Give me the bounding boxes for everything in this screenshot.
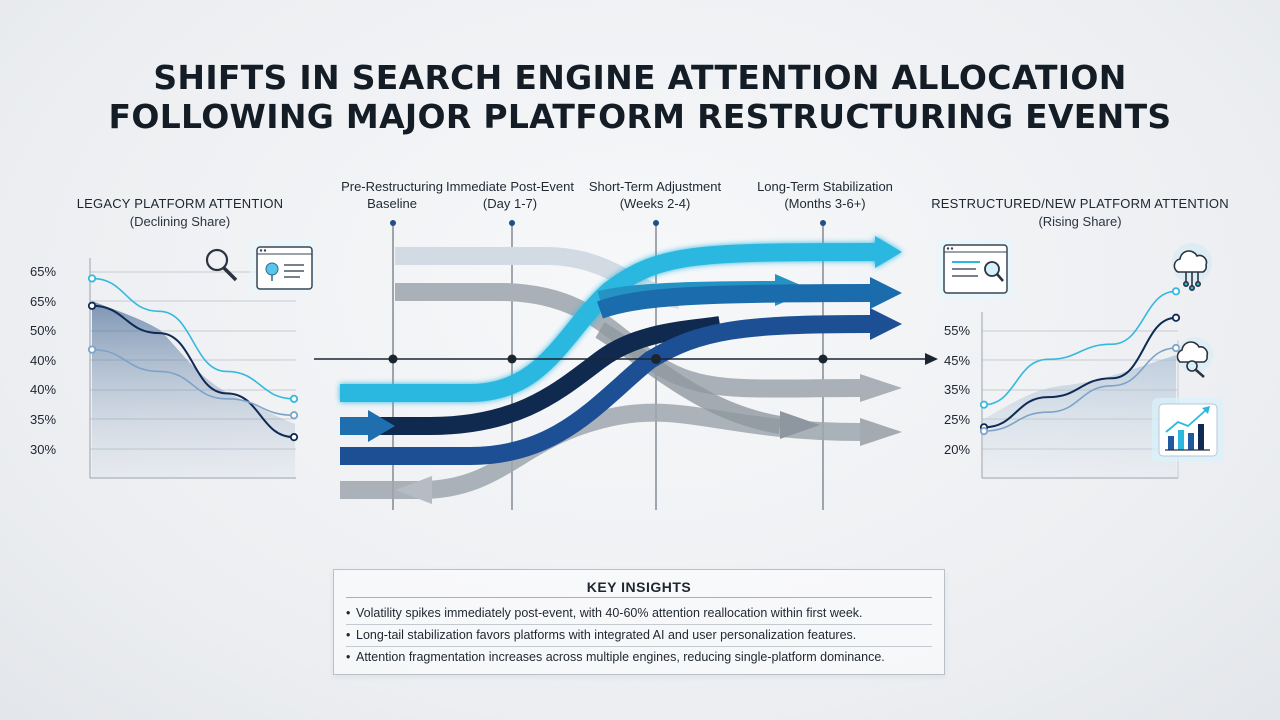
phase-line-1: Short-Term Adjustment <box>588 179 722 194</box>
timeline-axis <box>314 353 938 365</box>
left-y-tick: 35% <box>30 412 57 427</box>
arrow-head-back <box>395 476 432 504</box>
left-data-point <box>289 394 299 403</box>
timeline-dot <box>507 354 517 364</box>
phase-line-2: (Months 3-6+) <box>784 196 866 211</box>
key-insights-list: • Volatility spikes immediately post-even… <box>346 603 932 668</box>
left-panel-title: LEGACY PLATFORM ATTENTION <box>76 196 284 211</box>
browser-search-icon <box>938 239 1014 299</box>
arrow-head <box>875 236 902 268</box>
left-area-fill <box>92 301 295 478</box>
phase-line-1: Pre-Restructuring <box>341 179 443 194</box>
right-y-tick: 25% <box>944 412 971 427</box>
phase-dot <box>390 220 396 226</box>
divider <box>346 624 932 625</box>
left-data-point <box>87 274 97 283</box>
key-insights-heading: KEY INSIGHTS <box>586 579 692 595</box>
right-area-fill <box>982 355 1176 478</box>
insight-text: Long-tail stabilization favors platforms… <box>356 628 857 642</box>
arrow-head <box>368 410 395 442</box>
right-panel-subtitle: (Rising Share) <box>1038 214 1122 229</box>
right-y-tick: 45% <box>944 353 971 368</box>
right-panel-title: RESTRUCTURED/NEW PLATFORM ATTENTION <box>931 196 1229 211</box>
chart-title: SHIFTS IN SEARCH ENGINE ATTENTION ALLOCA… <box>0 58 1280 136</box>
right-data-point <box>1171 313 1181 322</box>
insight-text: Volatility spikes immediately post-event… <box>356 606 863 620</box>
phase-label-immediate: Immediate Post-Event (Day 1-7) <box>440 178 580 212</box>
right-y-tick: 20% <box>944 442 971 457</box>
left-y-tick: 65% <box>30 294 57 309</box>
flow-royal <box>340 308 902 465</box>
phase-label-baseline: Pre-Restructuring Baseline <box>322 178 462 212</box>
flow-short-blue <box>340 410 395 442</box>
phase-line-2: (Day 1-7) <box>482 196 538 211</box>
key-insights-box: KEY INSIGHTS • Volatility spikes immediat… <box>333 569 945 675</box>
list-item: • Long-tail stabilization favors platform… <box>346 628 857 642</box>
title-line-1: SHIFTS IN SEARCH ENGINE ATTENTION ALLOCA… <box>153 58 1127 97</box>
cloud-search-icon <box>1176 337 1213 378</box>
right-line-series <box>979 287 1181 436</box>
right-series-line <box>983 347 1177 432</box>
phase-line-2: Baseline <box>367 196 417 211</box>
phase-line-1: Immediate Post-Event <box>446 179 574 194</box>
right-data-point <box>979 400 989 409</box>
right-panel-heading: RESTRUCTURED/NEW PLATFORM ATTENTION (Ris… <box>925 195 1235 231</box>
phase-line-2: (Weeks 2-4) <box>619 196 691 211</box>
title-line-2: FOLLOWING MAJOR PLATFORM RESTRUCTURING E… <box>108 97 1172 136</box>
arrow-head <box>780 411 820 439</box>
phase-dot <box>820 220 826 226</box>
divider <box>346 646 932 647</box>
left-y-tick: 40% <box>30 382 57 397</box>
flow-ocean <box>597 277 902 319</box>
right-series-line <box>983 290 1177 406</box>
right-data-point <box>1171 343 1181 353</box>
phase-label-long-term: Long-Term Stabilization (Months 3-6+) <box>745 178 905 212</box>
bar-chart-trend-icon <box>1152 398 1224 462</box>
right-data-point <box>979 427 989 436</box>
left-data-point <box>87 345 97 354</box>
right-y-tick: 55% <box>944 323 971 338</box>
left-y-tick: 50% <box>30 323 57 338</box>
cloud-network-icon <box>1172 243 1212 291</box>
left-line-series <box>87 274 299 442</box>
list-item: • Volatility spikes immediately post-even… <box>346 606 863 620</box>
timeline-arrowhead <box>925 353 938 365</box>
insight-text: Attention fragmentation increases across… <box>356 650 885 664</box>
phase-line-1: Long-Term Stabilization <box>757 179 893 194</box>
arrow-head <box>870 308 902 340</box>
right-data-point <box>1171 287 1181 296</box>
left-series-line <box>91 277 295 400</box>
right-series-line <box>983 316 1177 429</box>
arrow-head <box>860 418 902 446</box>
left-y-tick: 65% <box>30 264 57 279</box>
arrow-head <box>870 277 902 309</box>
phase-dot <box>653 220 659 226</box>
right-y-tick: 35% <box>944 382 971 397</box>
left-y-tick: 40% <box>30 353 57 368</box>
left-data-point <box>289 433 299 442</box>
list-item: • Attention fragmentation increases acros… <box>346 650 885 664</box>
left-series-line <box>91 348 295 417</box>
timeline-dot <box>818 354 828 364</box>
divider <box>346 597 932 598</box>
left-series-line <box>91 304 295 439</box>
left-y-tick: 30% <box>30 442 57 457</box>
phase-label-short-term: Short-Term Adjustment (Weeks 2-4) <box>580 178 730 212</box>
left-data-point <box>87 301 97 310</box>
phase-dot <box>509 220 515 226</box>
left-panel-heading: LEGACY PLATFORM ATTENTION (Declining Sha… <box>60 195 300 231</box>
arrow-shaft <box>340 417 370 435</box>
flow-navy <box>340 316 722 435</box>
timeline-dot <box>651 354 661 364</box>
left-panel-subtitle: (Declining Share) <box>129 214 231 229</box>
search-icon <box>205 248 238 282</box>
arrow-head <box>860 374 902 402</box>
browser-window-icon <box>250 240 316 294</box>
timeline-dot <box>388 354 398 364</box>
phase-top-dots <box>390 220 826 226</box>
left-data-point <box>289 411 299 420</box>
